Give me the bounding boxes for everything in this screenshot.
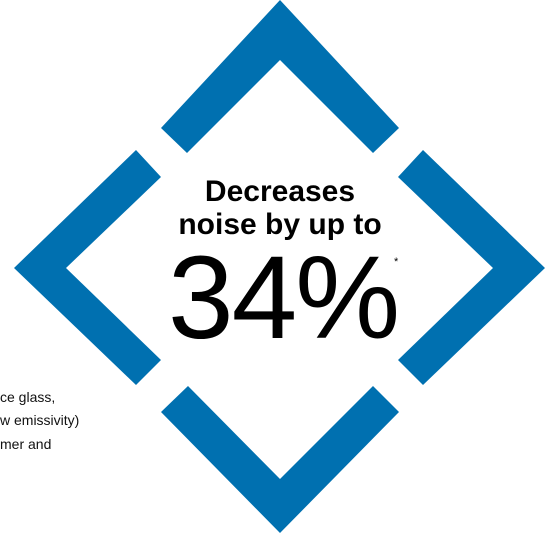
frame-top-corner (161, 0, 399, 153)
frame-left-corner (14, 150, 161, 385)
side-text-line-1: ce glass, (0, 389, 56, 405)
headline-line-1: Decreases (204, 175, 356, 208)
frame-bottom-corner (161, 386, 399, 533)
side-text-line-3: mer and (0, 436, 52, 452)
footnote-asterisk: * (394, 256, 399, 268)
side-text-line-2: w emissivity) (0, 412, 80, 428)
headline-line-2: noise by up to (178, 208, 382, 241)
frame-right-corner (398, 150, 545, 385)
percentage-value: 34% (168, 232, 400, 364)
